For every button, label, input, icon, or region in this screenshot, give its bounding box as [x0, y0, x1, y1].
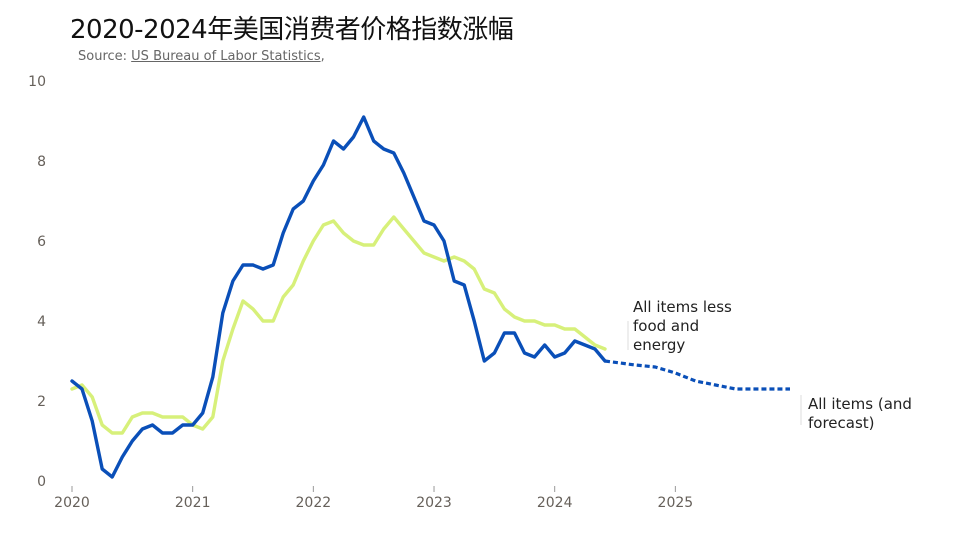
y-tick-label: 4 — [37, 314, 46, 330]
x-tick-label: 2023 — [416, 495, 452, 511]
series-layer — [70, 115, 790, 479]
x-tick-label: 2024 — [537, 495, 573, 511]
series-label-all: All items (and — [808, 395, 912, 413]
series-line-all — [70, 115, 607, 479]
chart-title: 2020-2024年美国消费者价格指数涨幅 — [70, 15, 514, 45]
source-suffix: , — [320, 49, 325, 64]
source-prefix: Source: — [78, 49, 132, 64]
series-line-core — [70, 215, 607, 435]
y-tick-label: 6 — [37, 234, 46, 250]
series-label-core: All items less — [633, 298, 732, 316]
y-tick-label: 2 — [37, 394, 46, 410]
series-line-forecast — [604, 359, 790, 391]
y-tick-label: 10 — [28, 74, 46, 90]
chart-source: Source: US Bureau of Labor Statistics, — [78, 49, 325, 64]
series-label-all: forecast) — [808, 414, 875, 432]
y-tick-label: 8 — [37, 154, 46, 170]
y-tick-label: 0 — [37, 474, 46, 490]
x-tick-label: 2025 — [658, 495, 694, 511]
series-label-core: energy — [633, 336, 685, 354]
x-tick-label: 2022 — [296, 495, 332, 511]
source-link[interactable]: US Bureau of Labor Statistics — [131, 49, 321, 64]
x-tick-label: 2021 — [175, 495, 211, 511]
x-tick-label: 2020 — [54, 495, 90, 511]
axis-ticks: 0 2 4 6 8 10 2020 2021 2022 2023 2024 2025 — [28, 74, 693, 511]
series-label-core: food and — [633, 317, 699, 335]
